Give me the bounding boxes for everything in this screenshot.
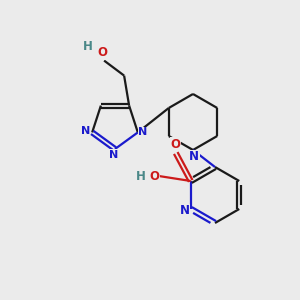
Text: O: O xyxy=(150,170,160,184)
Text: N: N xyxy=(138,128,148,137)
Text: O: O xyxy=(97,46,107,59)
Text: N: N xyxy=(189,151,199,164)
Text: N: N xyxy=(80,126,90,136)
Text: H: H xyxy=(136,170,146,184)
Text: N: N xyxy=(180,205,190,218)
Text: N: N xyxy=(110,150,118,160)
Text: O: O xyxy=(171,137,181,151)
Text: H: H xyxy=(83,40,93,53)
